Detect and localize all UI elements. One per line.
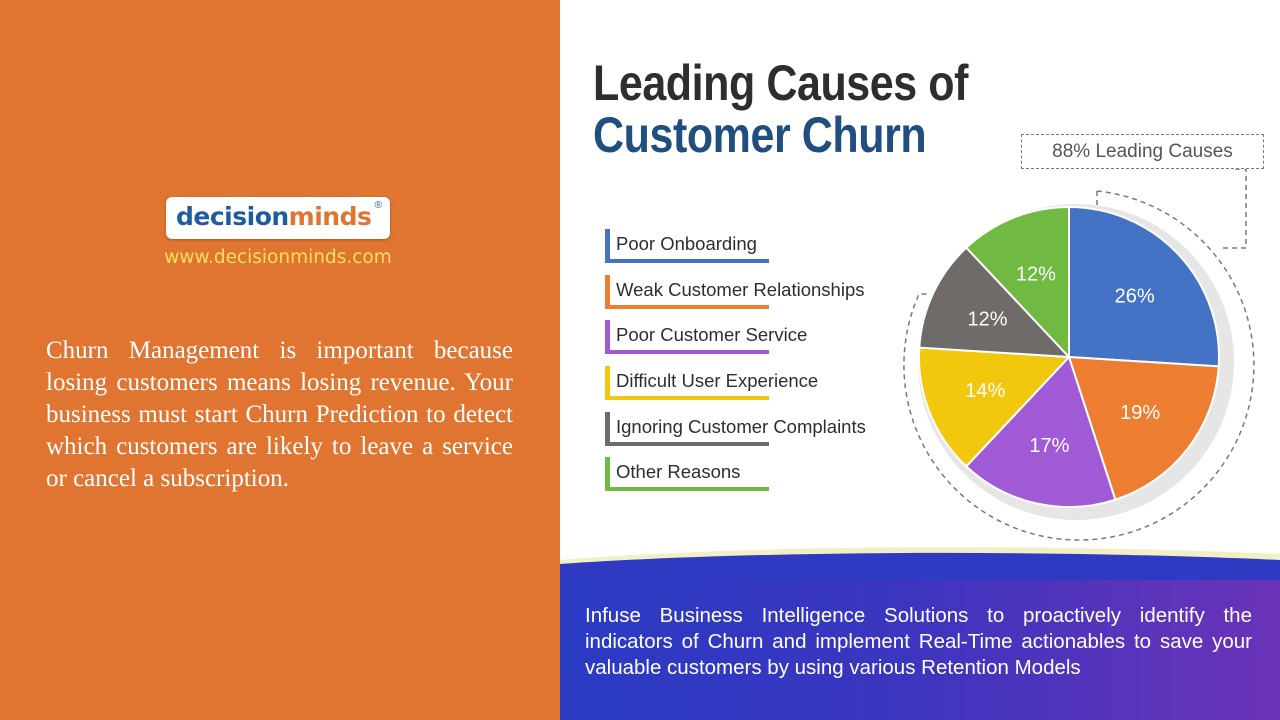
legend-marker (605, 229, 610, 263)
callout-connector (1222, 168, 1247, 249)
legend-underline (605, 487, 769, 491)
slice-value-label: 12% (1016, 263, 1056, 285)
pie-slice (964, 355, 1117, 508)
legend-underline (605, 259, 769, 263)
slice-value-label: 19% (1120, 402, 1160, 424)
legend-underline (605, 442, 769, 446)
intro-paragraph: Churn Management is important because lo… (46, 337, 513, 492)
legend-marker (605, 457, 610, 491)
page-title-line2: Customer Churn (593, 107, 927, 163)
callout-box: 88% Leading Causes (1021, 134, 1264, 169)
page-title-line1: Leading Causes of (593, 55, 968, 111)
legend-label: Weak Customer Relationships (616, 279, 865, 300)
legend-label: Poor Customer Service (616, 324, 808, 345)
banner-wave (560, 547, 1280, 580)
slice-value-label: 14% (965, 380, 1005, 402)
leading-causes-arc (903, 190, 1255, 541)
legend-underline (605, 305, 769, 309)
legend-marker (605, 275, 610, 309)
slice-value-label: 26% (1115, 285, 1155, 307)
left-panel: decisionminds ® www.decisionminds.com Ch… (0, 0, 560, 720)
website-link[interactable]: www.decisionminds.com (164, 247, 392, 268)
brand-logo[interactable]: decisionminds ® (166, 197, 390, 239)
legend-underline (605, 396, 769, 400)
pie-slice (1067, 355, 1220, 501)
pie-shadow-ring (918, 204, 1234, 520)
logo-minds-text: minds (288, 202, 372, 231)
legend-marker (605, 320, 610, 354)
pie-slice (964, 205, 1070, 360)
legend-label: Ignoring Customer Complaints (616, 416, 866, 437)
bottom-banner (560, 560, 1280, 720)
legend-label: Difficult User Experience (616, 370, 819, 391)
legend-label: Poor Onboarding (616, 233, 757, 254)
legend-underline (605, 350, 769, 354)
logo-wordmark: decisionminds (176, 201, 372, 233)
legend-marker (605, 366, 610, 400)
registered-mark: ® (374, 200, 382, 211)
pie-slice (918, 346, 1072, 468)
pie-slice (1068, 205, 1220, 368)
legend-marker (605, 412, 610, 446)
slice-value-label: 12% (968, 309, 1008, 331)
banner-text: Infuse Business Intelligence Solutions t… (585, 604, 1252, 679)
pie-slice (918, 246, 1072, 359)
logo-decision-text: decision (176, 202, 289, 231)
slice-value-label: 17% (1029, 435, 1069, 457)
legend-label: Other Reasons (616, 461, 741, 482)
